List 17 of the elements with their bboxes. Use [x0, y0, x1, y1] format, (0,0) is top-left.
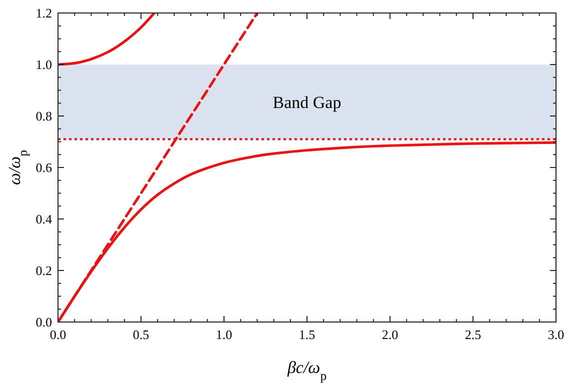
x-tick-label: 0.0 — [50, 327, 66, 342]
x-tick-label: 3.0 — [548, 327, 564, 342]
y-tick-label: 0.0 — [36, 314, 52, 330]
x-tick-label: 2.5 — [464, 327, 482, 342]
x-tick-label: 1.0 — [216, 327, 232, 342]
x-tick-label: 2.0 — [382, 327, 398, 342]
band-label: Band Gap — [272, 92, 342, 112]
y-tick-label: 0.6 — [36, 160, 52, 175]
x-axis-title: βc/ω$_{p}$ — [286, 358, 327, 383]
y-tick-label: 0.8 — [36, 108, 52, 124]
x-tick-label: 0.5 — [132, 327, 150, 342]
y-tick-label: 1.2 — [36, 6, 52, 20]
x-tick-label: 1.5 — [298, 327, 316, 342]
y-tick-label: 1.0 — [36, 57, 52, 72]
y-tick-label: 0.2 — [36, 263, 52, 278]
y-tick-label: 0.4 — [36, 212, 52, 226]
line-series — [58, 13, 156, 66]
